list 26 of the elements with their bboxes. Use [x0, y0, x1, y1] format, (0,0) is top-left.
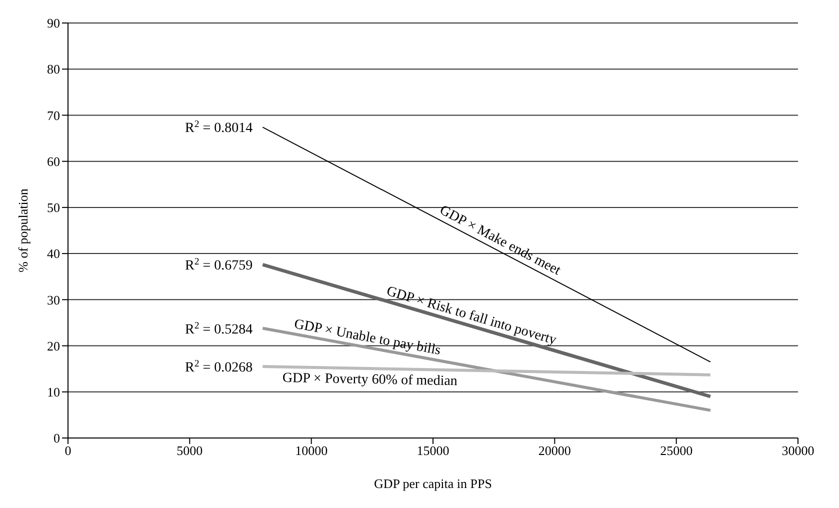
- x-axis-title: GDP per capita in PPS: [374, 476, 492, 491]
- text: GDP × Unable to pay bills: [292, 317, 442, 359]
- x-tick-label: 15000: [416, 443, 450, 458]
- x-tick-label: 0: [64, 443, 72, 458]
- annotation: R$^{2}$ = 0.0268: [185, 358, 253, 376]
- annotation: R$^{2}$ = 0.6759: [185, 256, 253, 274]
- y-tick-label: 60: [47, 154, 60, 169]
- y-tick-label: 20: [47, 338, 60, 354]
- x-tick-label: 10000: [295, 443, 328, 458]
- x-tick-label: 5000: [176, 443, 203, 458]
- text: GDP × Make ends meet: [437, 203, 563, 279]
- x-tick-label: 30000: [782, 443, 814, 458]
- y-tick-label: 0: [54, 430, 60, 446]
- y-tick-label: 40: [47, 246, 60, 262]
- annotation: R$^{2}$ = 0.5284: [185, 320, 253, 338]
- y-tick-label: 50: [47, 200, 60, 216]
- annotation: R$^{2}$ = 0.8014: [185, 118, 253, 136]
- series-label: GDP × Poverty 60% of median: [282, 370, 458, 390]
- y-axis-title: % of population: [16, 188, 31, 272]
- x-tick-label: 20000: [538, 443, 571, 458]
- y-tick-label: 10: [47, 384, 60, 400]
- y-tick-label: 30: [47, 292, 60, 308]
- y-tick-label: 70: [47, 108, 60, 123]
- y-tick-label: 80: [47, 62, 60, 77]
- x-tick-label: 25000: [660, 443, 693, 458]
- y-tick-label: 90: [47, 16, 60, 31]
